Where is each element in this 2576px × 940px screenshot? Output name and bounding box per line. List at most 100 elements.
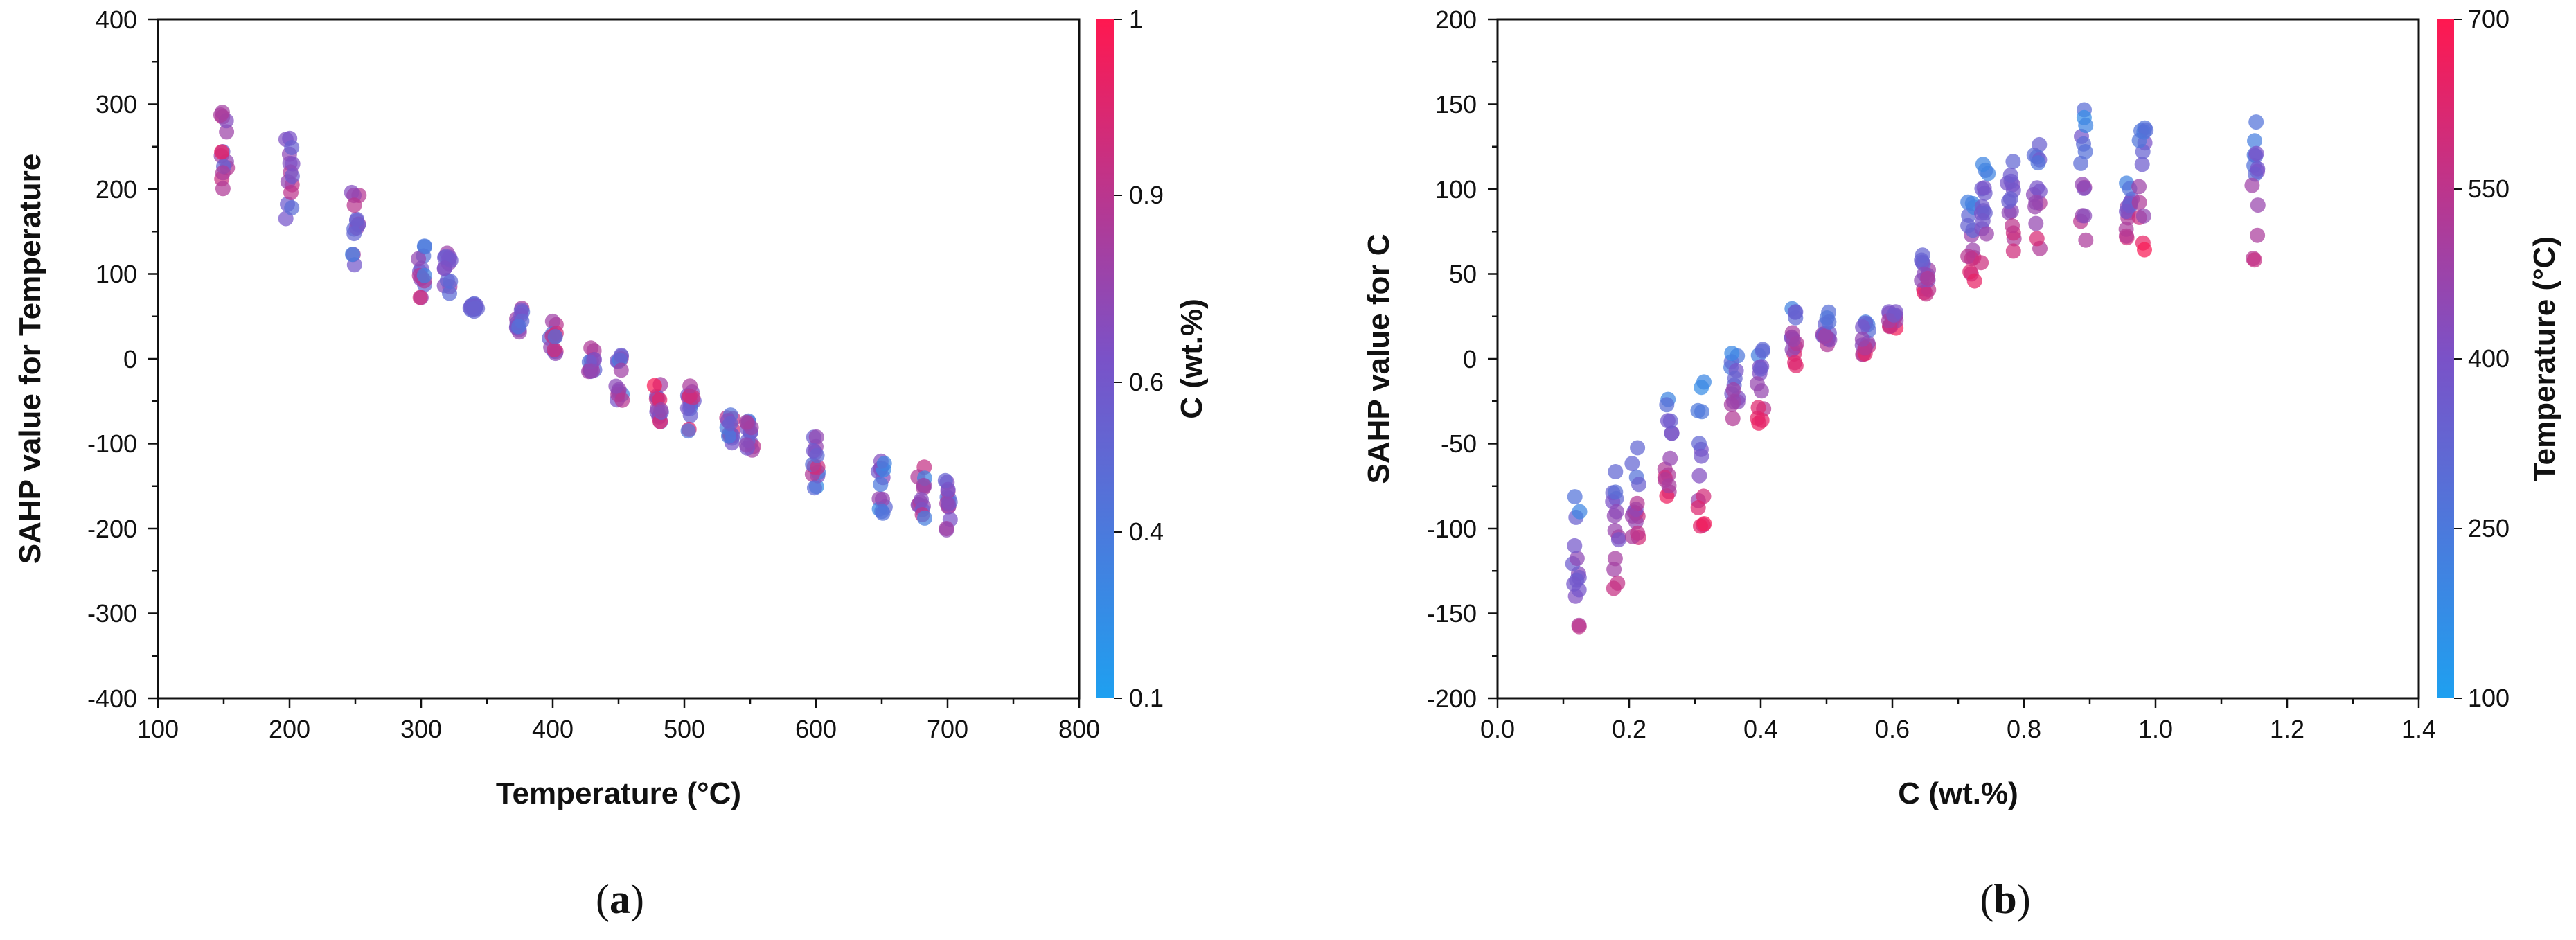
panel-a-data-point bbox=[682, 407, 698, 423]
panel-b-data-point bbox=[2002, 191, 2018, 206]
panel-a-data-point bbox=[613, 347, 629, 363]
panel-b-colorbar-label: 700 bbox=[2468, 5, 2510, 33]
panel-a-colorbar-label: 0.1 bbox=[1129, 684, 1164, 712]
panel-b-data-point bbox=[2028, 215, 2044, 231]
panel-b-plot-frame bbox=[1496, 18, 2420, 700]
panel-a-data-point bbox=[939, 521, 954, 536]
panel-a-data-point bbox=[873, 477, 889, 493]
panel-a-ytick-label: 400 bbox=[96, 6, 137, 34]
panel-b-data-point bbox=[1606, 580, 1622, 596]
panel-a-colorbar bbox=[1096, 19, 1114, 698]
panel-b-data-point bbox=[1787, 304, 1803, 320]
panel-b-data-point bbox=[2248, 114, 2264, 130]
panel-a-data-point bbox=[284, 140, 300, 155]
panel-b-ytick-label: -200 bbox=[1427, 684, 1477, 713]
panel-b-data-point bbox=[1725, 411, 1741, 427]
panel-b-data-point bbox=[1630, 525, 1646, 541]
panel-a-data-point bbox=[876, 456, 892, 472]
panel-a-xtick-label: 100 bbox=[137, 715, 179, 743]
panel-a-data-point bbox=[345, 247, 360, 263]
panel-a-xtick-label: 200 bbox=[269, 715, 310, 743]
panel-a-data-point bbox=[544, 313, 560, 329]
panel-a-ticks bbox=[148, 18, 1081, 708]
panel-a-data-point bbox=[511, 319, 527, 335]
panel-b-xtick-label: 1.4 bbox=[2401, 715, 2436, 743]
panel-b-data-point bbox=[1664, 425, 1680, 441]
panel-b-data-point bbox=[1569, 551, 1585, 567]
panel-b-ytick-label: 0 bbox=[1463, 345, 1477, 373]
panel-b-xtick-label: 0.0 bbox=[1480, 715, 1515, 743]
panel-b-data-point bbox=[1821, 314, 1837, 330]
panel-b-data-point bbox=[2078, 232, 2094, 248]
panel-a-data-point bbox=[614, 392, 630, 408]
panel-b-data-point bbox=[1975, 213, 1991, 229]
panel-b-data-point bbox=[1914, 252, 1930, 268]
panel-b-ytick-label: 100 bbox=[1435, 175, 1477, 204]
panel-b-data-point bbox=[1662, 450, 1678, 466]
panel-b-data-point bbox=[1661, 478, 1677, 494]
panel-b-data-point bbox=[1960, 218, 1976, 233]
panel-a-ytick-label: -400 bbox=[87, 684, 137, 713]
panel-b-data-point bbox=[1690, 499, 1706, 515]
panel-b-data-point bbox=[2077, 208, 2093, 224]
panel-b-data-point bbox=[2028, 195, 2044, 211]
panel-b-yaxis-title: SAHP value for C bbox=[1362, 233, 1396, 484]
panel-a-data-point bbox=[412, 290, 428, 305]
panel-a-ytick-label: 300 bbox=[96, 90, 137, 118]
panel-b-data-point bbox=[1973, 255, 1989, 271]
panel-a-data-point bbox=[608, 378, 624, 394]
panel-b-colorbar-label: 250 bbox=[2468, 514, 2510, 542]
panel-b-data-point bbox=[2078, 118, 2094, 134]
panel-a-colorbar-label: 0.6 bbox=[1129, 368, 1164, 396]
panel-b-data-point bbox=[1566, 576, 1582, 592]
panel-b-data-point bbox=[2250, 227, 2266, 243]
panel-b-data-point bbox=[1960, 249, 1976, 264]
panel-a-caption: (a) bbox=[596, 876, 644, 922]
panel-a-ytick-label: 100 bbox=[96, 260, 137, 288]
panel-b-data-point bbox=[2119, 204, 2134, 220]
panel-a-data-point bbox=[284, 200, 300, 215]
panel-a-ytick-label: 0 bbox=[123, 345, 137, 373]
panel-a-data-point bbox=[215, 165, 231, 181]
panel-a-xtick-label: 300 bbox=[400, 715, 442, 743]
panel-b-data-point bbox=[2005, 218, 2020, 233]
panel-b-data-point bbox=[1696, 374, 1712, 390]
panel-a-data-point bbox=[646, 378, 662, 393]
panel-b-data-point bbox=[1608, 504, 1624, 520]
panel-a-data-point bbox=[547, 342, 562, 357]
panel-b-data-point bbox=[1755, 342, 1770, 357]
panel-b-ytick-label: 200 bbox=[1435, 6, 1477, 34]
panel-b-data-point bbox=[2029, 180, 2045, 196]
panel-a-data-point bbox=[215, 181, 231, 197]
panel-b-data-point bbox=[2029, 231, 2045, 247]
panel-b-data-point bbox=[1724, 346, 1740, 361]
panel-b-data-point bbox=[2248, 145, 2264, 161]
panel-a-data-point bbox=[722, 416, 738, 432]
panel-b: 200 150 100 50 0 -50 -100 -150 -200 0.0 … bbox=[1362, 5, 2561, 922]
panel-b-ytick-label: -150 bbox=[1427, 599, 1477, 628]
panel-a-data-point bbox=[467, 300, 483, 316]
panel-a-colorbar-title: C (wt.%) bbox=[1175, 299, 1209, 419]
panel-b-data-point bbox=[2075, 177, 2090, 193]
panel-b-data-point bbox=[2244, 177, 2260, 193]
panel-b-data-point bbox=[2246, 252, 2262, 268]
panel-b-data-point bbox=[1854, 331, 1870, 347]
panel-a-data-point bbox=[810, 459, 826, 475]
panel-b-data-point bbox=[2077, 144, 2093, 159]
panel-b-data-point bbox=[1752, 361, 1768, 377]
panel-a-data-point bbox=[583, 363, 599, 379]
panel-b-data-point bbox=[1610, 532, 1626, 548]
panel-a-ytick-label: -100 bbox=[87, 429, 137, 458]
panel-b-data-point bbox=[1978, 226, 1994, 242]
panel-a-data-point bbox=[346, 197, 362, 213]
panel-b-data-point bbox=[2250, 197, 2266, 213]
panel-b-data-point bbox=[1976, 180, 1992, 196]
panel-a-data-point bbox=[219, 124, 235, 140]
panel-b-data-point bbox=[2032, 136, 2048, 152]
panel-a-xtick-label: 400 bbox=[532, 715, 574, 743]
panel-b-data-point bbox=[1691, 436, 1707, 452]
panel-a-xtick-label: 700 bbox=[927, 715, 968, 743]
panel-a-data-point bbox=[806, 443, 821, 459]
panel-b-data-point bbox=[1918, 286, 1934, 302]
